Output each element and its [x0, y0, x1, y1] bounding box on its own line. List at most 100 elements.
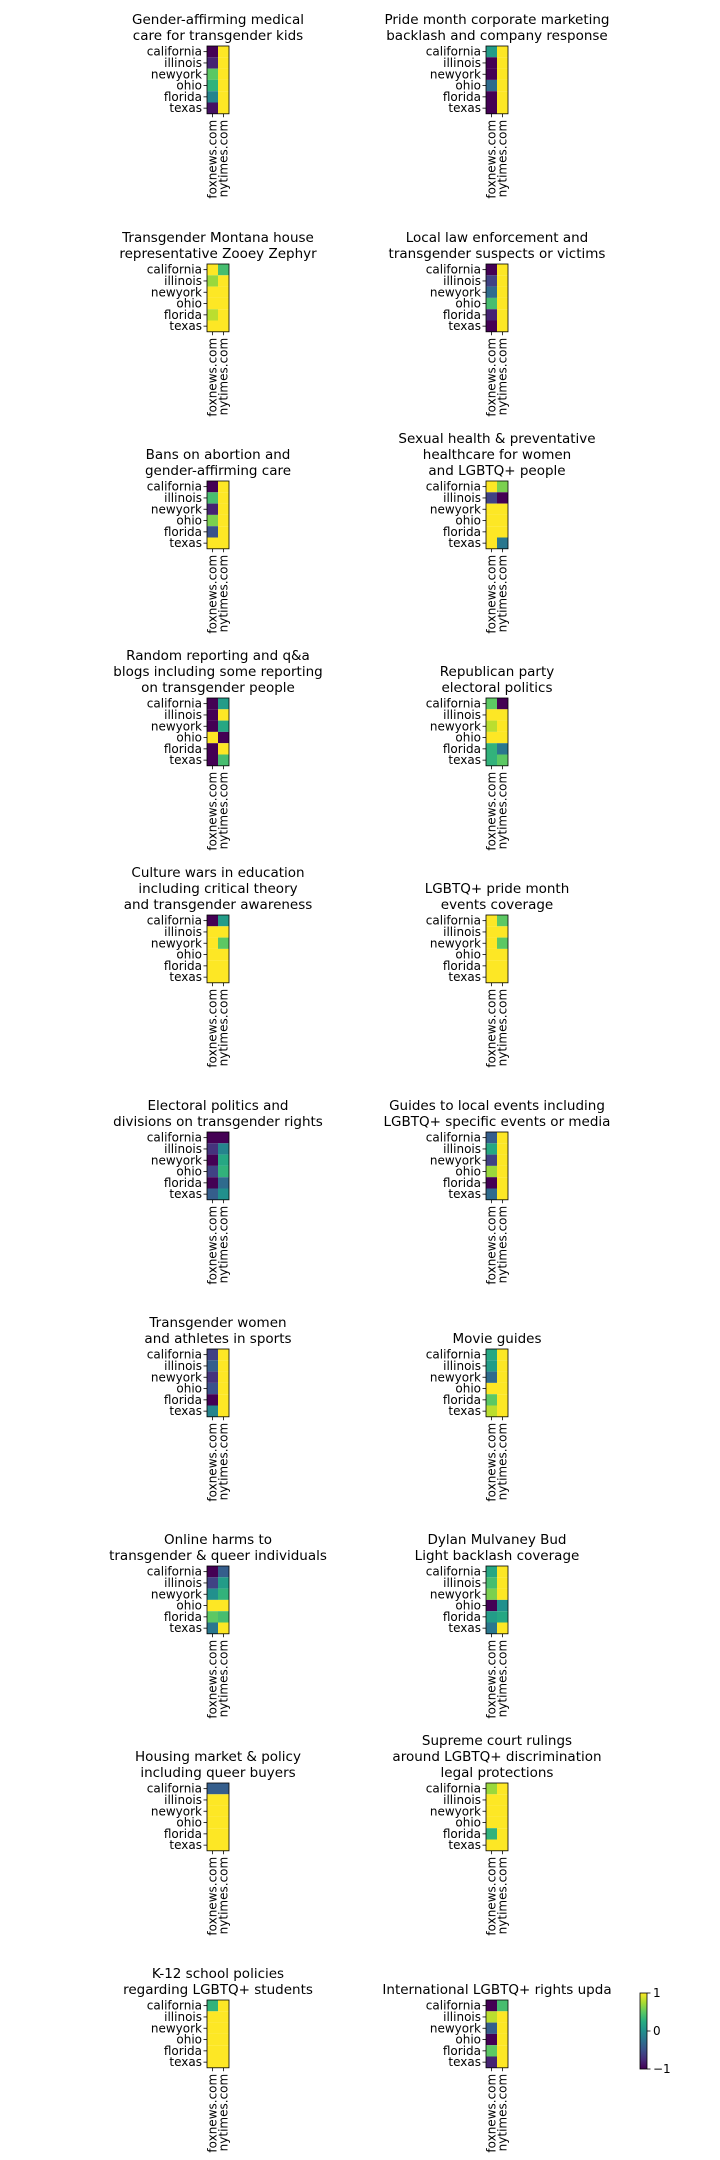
heatmap-cell	[207, 971, 218, 983]
x-tick-label: foxnews.com	[485, 120, 499, 199]
heatmap-cell	[218, 1588, 229, 1600]
y-tick-label: florida	[164, 1610, 202, 1624]
heatmap-cell	[218, 264, 229, 276]
heatmap-cell	[497, 1360, 508, 1372]
heatmap-cell	[486, 492, 497, 504]
y-tick-label: texas	[169, 536, 202, 550]
y-tick-label: ohio	[176, 1165, 202, 1179]
y-tick-label: newyork	[430, 67, 481, 81]
heatmap-cell	[218, 743, 229, 755]
y-tick-label: ohio	[176, 514, 202, 528]
x-tick-label: nytimes.com	[217, 772, 231, 850]
heatmap-cell	[207, 503, 218, 515]
heatmap-cell	[497, 264, 508, 276]
heatmap-cell	[497, 1165, 508, 1178]
y-tick-label: florida	[164, 1827, 202, 1841]
y-tick-label: california	[426, 1782, 481, 1796]
heatmap-cell	[218, 2033, 229, 2046]
x-tick-label: nytimes.com	[496, 989, 510, 1067]
y-tick-label: newyork	[151, 67, 202, 81]
y-tick-label: illinois	[164, 274, 202, 288]
heatmap-cell	[486, 1177, 497, 1189]
y-tick-label: newyork	[151, 502, 202, 516]
heatmap-cell	[207, 1382, 218, 1395]
axes-frame	[485, 697, 509, 767]
heatmap-cell	[486, 1611, 497, 1623]
heatmap-cell	[218, 1360, 229, 1372]
y-tick-label: california	[147, 1565, 202, 1579]
heatmap-cell	[486, 1566, 497, 1578]
panel-title: regarding LGBTQ+ students	[123, 1982, 313, 1998]
panel-title: Random reporting and q&a	[126, 648, 310, 664]
heatmap-cell	[218, 46, 229, 58]
heatmap-cell	[218, 2022, 229, 2034]
y-tick-label: illinois	[164, 925, 202, 939]
panel-title: transgender & queer individuals	[109, 1548, 327, 1564]
heatmap-cell	[497, 754, 508, 766]
heatmap-cell	[497, 68, 508, 80]
axes-frame	[485, 1131, 509, 1201]
y-tick-label: illinois	[443, 274, 481, 288]
heatmap-cell	[486, 926, 497, 938]
panel-title: divisions on transgender rights	[113, 1114, 323, 1130]
heatmap-cell	[497, 1382, 508, 1395]
heatmap-cell	[486, 1188, 497, 1200]
heatmap-cell	[207, 1588, 218, 1600]
y-tick-label: newyork	[151, 2021, 202, 2035]
heatmap-cell	[207, 960, 218, 972]
heatmap-cell	[486, 1394, 497, 1406]
x-tick-label: foxnews.com	[206, 1640, 220, 1719]
heatmap-cell	[207, 297, 218, 310]
heatmap-cell	[486, 960, 497, 972]
y-tick-label: ohio	[455, 1382, 481, 1396]
y-tick-label: florida	[443, 1610, 481, 1624]
heatmap-cell	[486, 1371, 497, 1383]
heatmap-cell	[486, 971, 497, 983]
y-tick-label: illinois	[164, 1142, 202, 1156]
heatmap-cell	[218, 948, 229, 961]
x-tick-label: nytimes.com	[496, 1640, 510, 1718]
heatmap-panel: Pride month corporate marketingbacklash …	[384, 12, 609, 199]
heatmap-cell	[218, 68, 229, 80]
heatmap-panel: Transgender Montana houserepresentative …	[119, 230, 317, 417]
heatmap-cell	[218, 286, 229, 298]
y-tick-label: newyork	[151, 285, 202, 299]
y-tick-label: texas	[448, 1187, 481, 1201]
y-tick-label: florida	[164, 1393, 202, 1407]
y-tick-label: newyork	[151, 1370, 202, 1384]
heatmap-cell	[486, 264, 497, 276]
heatmap-cell	[497, 2033, 508, 2046]
heatmap-cell	[497, 57, 508, 69]
heatmap-cell	[497, 481, 508, 493]
axes-frame	[485, 914, 509, 984]
y-tick-label: texas	[169, 2055, 202, 2069]
panel-title: Dylan Mulvaney Bud	[427, 1532, 566, 1548]
heatmap-cell	[207, 526, 218, 538]
heatmap-cell	[218, 1382, 229, 1395]
panel-title: on transgender people	[141, 680, 295, 696]
panel-title: K-12 school policies	[152, 1966, 284, 1982]
heatmap-cell	[497, 309, 508, 321]
heatmap-cell	[486, 2022, 497, 2034]
heatmap-cell	[207, 948, 218, 961]
heatmap-cell	[497, 2045, 508, 2057]
heatmap-cell	[207, 102, 218, 114]
panel-title: healthcare for women	[423, 447, 571, 463]
heatmap-cell	[497, 1371, 508, 1383]
x-tick-label: foxnews.com	[206, 989, 220, 1068]
heatmap-cell	[207, 275, 218, 287]
y-tick-label: illinois	[443, 1793, 481, 1807]
heatmap-cell	[218, 1371, 229, 1383]
heatmap-cell	[486, 309, 497, 321]
y-tick-label: texas	[169, 1838, 202, 1852]
y-tick-label: illinois	[164, 1576, 202, 1590]
panel-title: care for transgender kids	[133, 28, 303, 44]
y-tick-label: california	[147, 1999, 202, 2013]
heatmap-cell	[486, 320, 497, 332]
heatmap-cell	[486, 1143, 497, 1155]
heatmap-cell	[486, 1588, 497, 1600]
heatmap-cell	[497, 1588, 508, 1600]
heatmap-cell	[497, 1828, 508, 1840]
y-tick-label: california	[426, 914, 481, 928]
